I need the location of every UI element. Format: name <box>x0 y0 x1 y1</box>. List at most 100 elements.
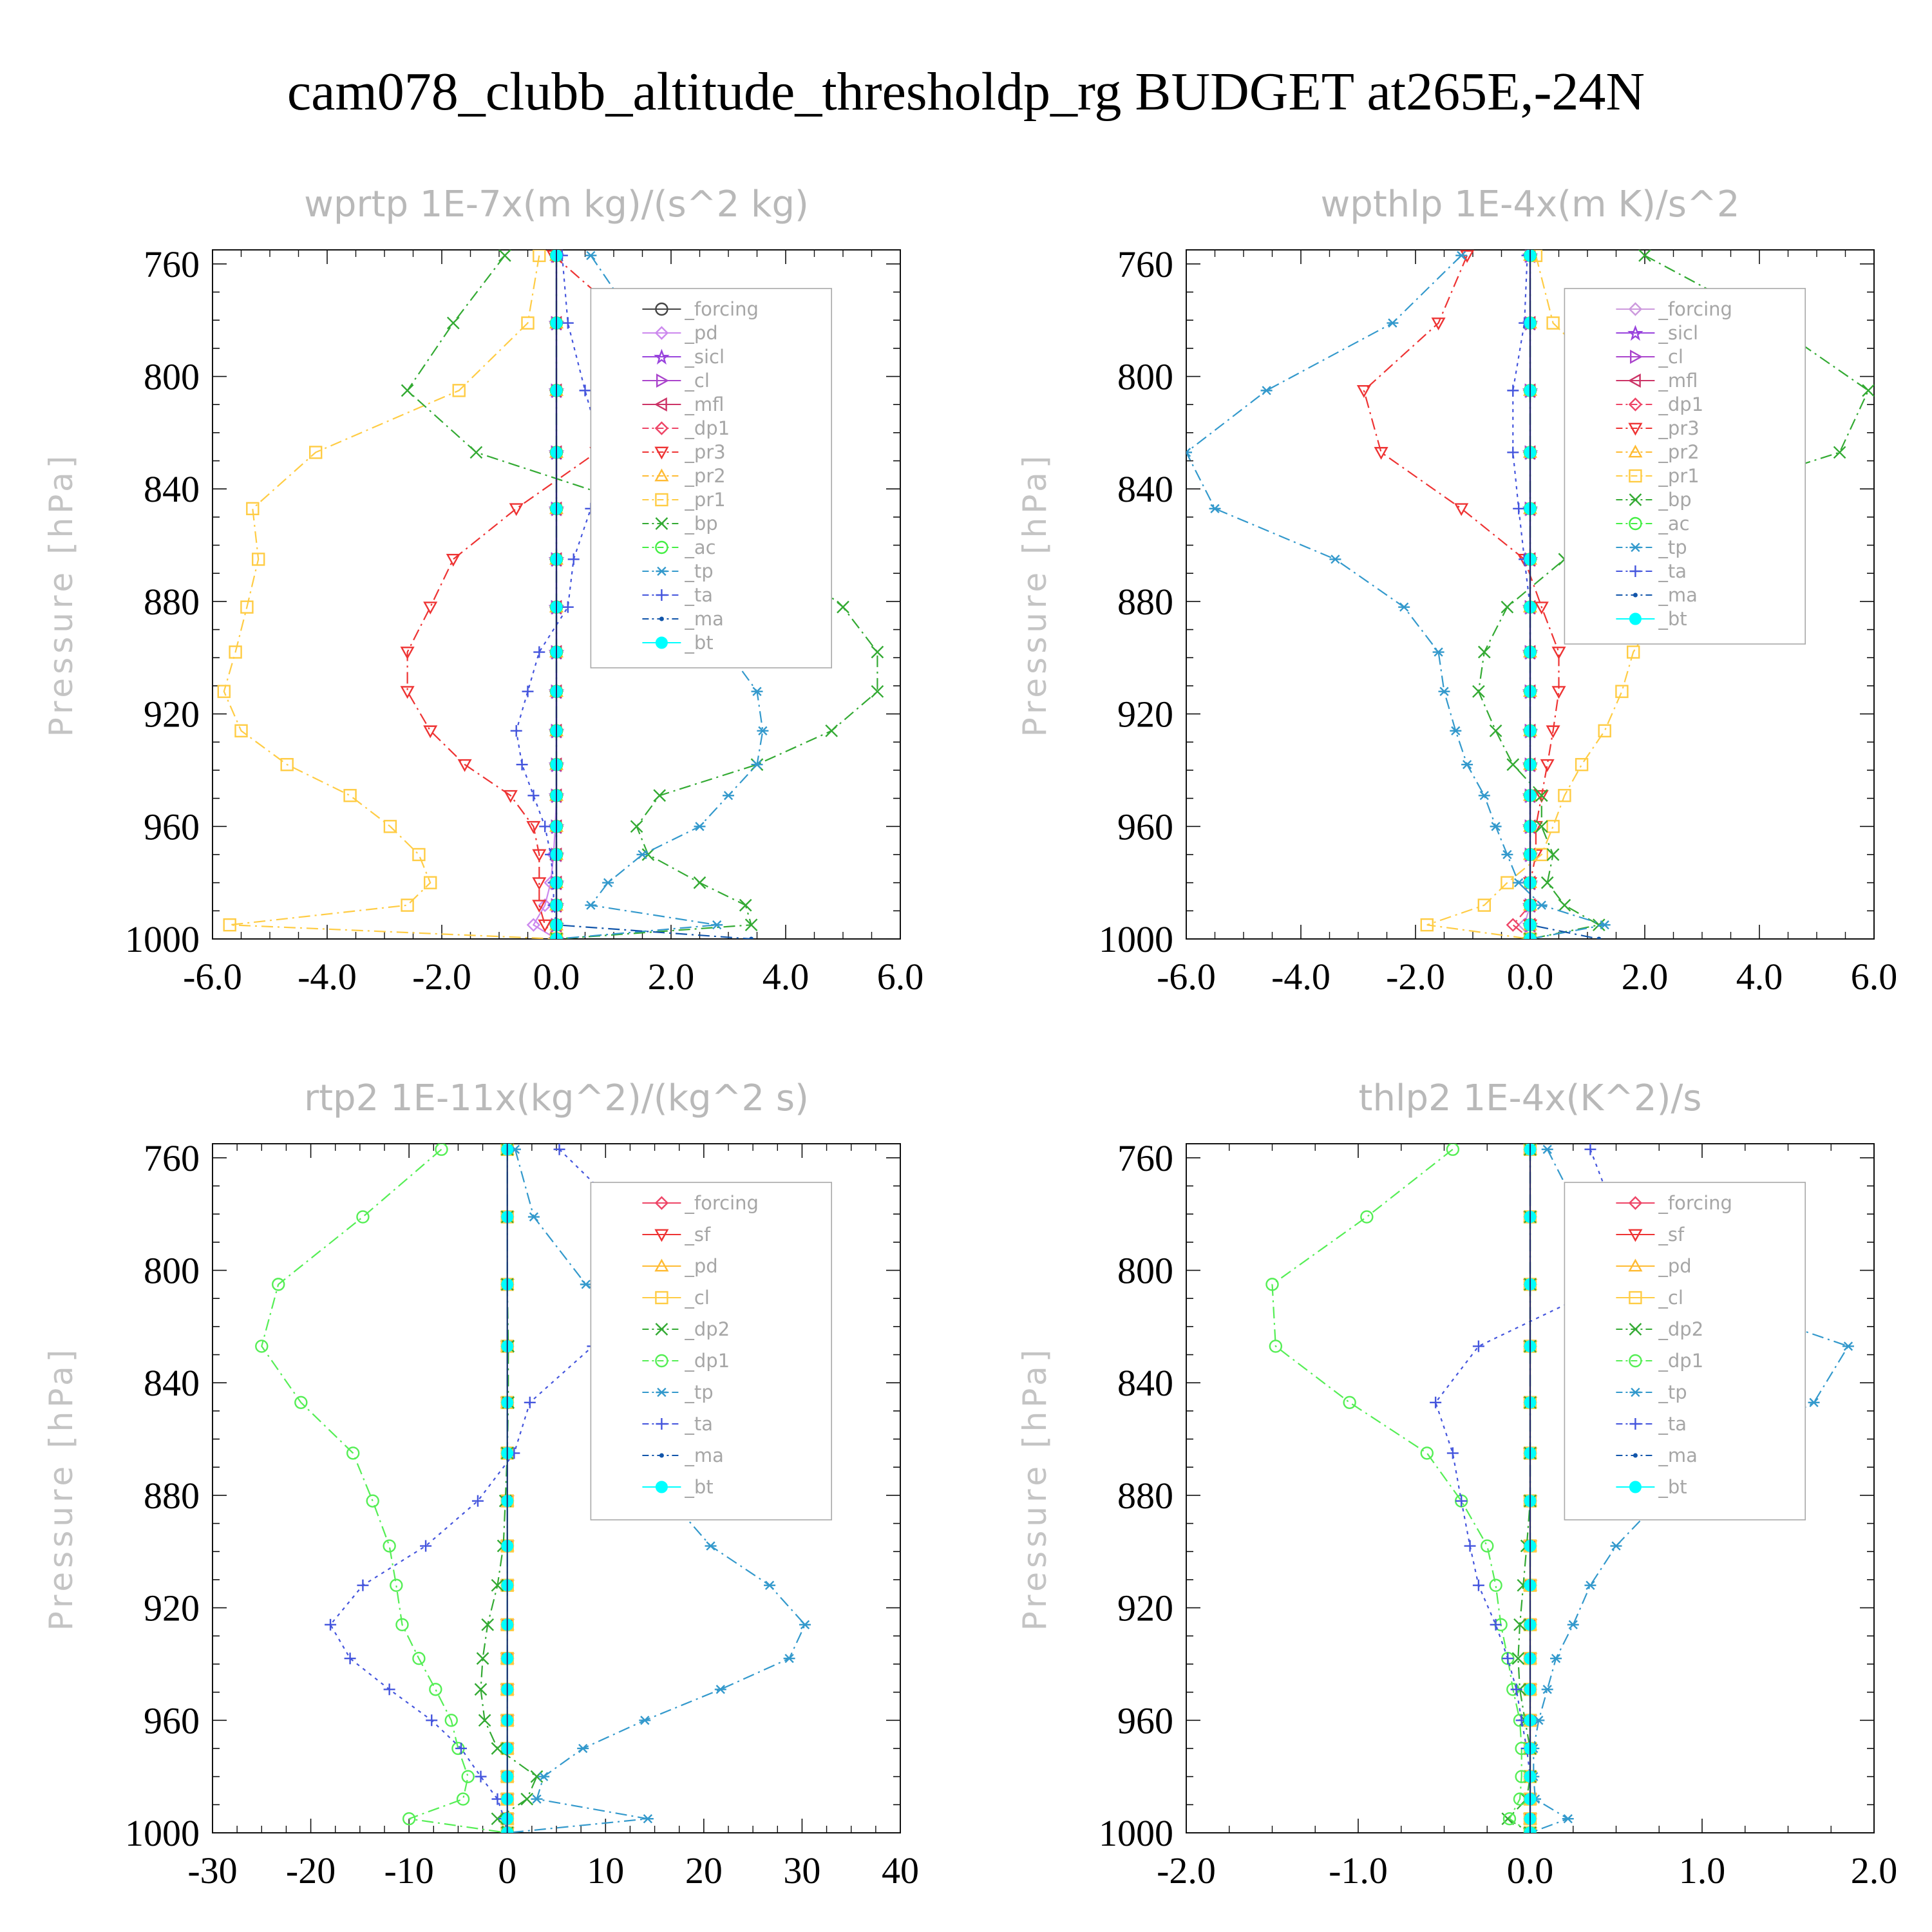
data-point-bp <box>446 316 460 330</box>
legend-marker-pd <box>654 326 669 340</box>
series-line-pr1 <box>223 255 557 939</box>
data-point-tp <box>1541 1685 1553 1694</box>
data-point-pr1 <box>1558 789 1571 802</box>
data-point-dp1 <box>461 1770 475 1783</box>
data-point-ta <box>357 1579 369 1591</box>
data-point-pr3 <box>400 647 415 660</box>
panels: wprtp 1E-7x(m kg)/(s^2 kg) Pressure [hPa]… <box>43 184 1897 1891</box>
legend-label-pd: _pd <box>684 322 717 344</box>
legend-label-pr1: _pr1 <box>1658 465 1699 487</box>
data-point-pr3 <box>1551 647 1566 660</box>
legend-marker-sicl <box>654 348 670 365</box>
figure-title: cam078_clubb_altitude_thresholdp_rg BUDG… <box>287 62 1645 122</box>
data-point-tp <box>757 726 769 735</box>
legend-box <box>1564 1182 1806 1520</box>
legend-marker-ma <box>659 1453 664 1458</box>
legend-label-dp2: _dp2 <box>1658 1318 1703 1340</box>
data-point-pr3 <box>1534 601 1549 615</box>
legend-label-ma: _ma <box>1658 1444 1698 1466</box>
legend-box <box>590 288 833 668</box>
data-point-tp <box>1490 822 1502 831</box>
legend-marker-dp1 <box>1628 397 1643 412</box>
legend-label-sicl: _sicl <box>1658 322 1698 344</box>
data-point-dp2 <box>491 1742 504 1755</box>
y-tick-label: 920 <box>1117 1587 1173 1629</box>
y-tick-label: 840 <box>1117 1362 1173 1404</box>
x-tick-label: 40 <box>882 1850 919 1891</box>
data-point-tp <box>1461 760 1473 770</box>
y-tick-label: 920 <box>144 1587 200 1629</box>
data-point-ta <box>1446 1447 1459 1459</box>
data-point-pr1 <box>521 316 535 330</box>
data-point-ta <box>1507 446 1519 459</box>
data-point-tp <box>1478 791 1490 800</box>
legend-label-ta: _ta <box>684 584 713 606</box>
data-point-bp <box>871 685 884 698</box>
legend-marker-mfl <box>1627 373 1641 388</box>
legend-marker-tp <box>656 1387 668 1397</box>
data-point-pd <box>526 918 541 932</box>
data-point-tp <box>531 1794 543 1804</box>
y-tick-label: 760 <box>144 1137 200 1179</box>
y-tick-label: 840 <box>144 1362 200 1404</box>
data-point-pr3 <box>509 503 524 516</box>
x-tick-label: -2.0 <box>1157 1850 1216 1891</box>
data-point-ta <box>455 1742 468 1754</box>
y-axis-label: Pressure [hPa] <box>43 452 80 737</box>
data-point-bp <box>1506 758 1520 772</box>
legend-label-ac: _ac <box>684 536 715 558</box>
x-tick-label: 2.0 <box>1622 956 1669 998</box>
data-point-pr3 <box>1540 759 1555 772</box>
legend-marker-sf <box>1628 1229 1643 1242</box>
legend-label-dp1: _dp1 <box>1658 393 1703 415</box>
data-point-tp <box>1842 1341 1854 1351</box>
data-point-bp <box>1540 876 1554 889</box>
data-point-pr3 <box>532 849 547 862</box>
data-point-tp <box>714 1685 726 1694</box>
y-tick-label: 960 <box>1117 806 1173 848</box>
legend-label-sf: _sf <box>684 1224 711 1245</box>
data-point-dp1 <box>272 1278 285 1291</box>
data-point-dp2 <box>1513 1618 1526 1631</box>
data-point-tp <box>1186 448 1192 457</box>
data-point-pr3 <box>1546 725 1560 739</box>
data-point-tp <box>1562 1814 1574 1824</box>
legend-marker-bt <box>1629 612 1642 625</box>
data-point-pr1 <box>1575 758 1589 772</box>
x-tick-label: -10 <box>384 1850 433 1891</box>
data-point-tp <box>1535 900 1548 910</box>
data-point-tp <box>1209 504 1221 513</box>
data-point-ta <box>567 553 580 565</box>
legend-marker-mfl <box>654 397 667 412</box>
chart-panel-3: rtp2 1E-11x(kg^2)/(kg^2 s) Pressure [hPa]… <box>43 1077 919 1891</box>
data-point-dp1 <box>1343 1396 1356 1409</box>
series-line-pr1 <box>1426 255 1738 939</box>
legend-marker-bt <box>655 1481 668 1493</box>
data-point-ta <box>1455 1495 1468 1507</box>
legend-marker-pr2 <box>1628 444 1643 458</box>
data-point-pr3 <box>457 759 472 772</box>
x-tick-label: -4.0 <box>298 956 357 998</box>
series-group <box>1265 1144 1854 1833</box>
legend-marker-dp1 <box>654 421 669 435</box>
legend-label-bt: _bt <box>684 632 713 654</box>
data-point-dp1 <box>412 1652 426 1665</box>
data-point-dp2 <box>476 1652 489 1665</box>
legend-label-cl: _cl <box>1658 1287 1683 1309</box>
data-point-dp1 <box>294 1396 308 1409</box>
data-point-tp <box>1455 251 1468 260</box>
y-axis-label: Pressure [hPa] <box>1016 452 1054 737</box>
series-line-dp1 <box>261 1148 507 1833</box>
y-tick-label: 800 <box>1117 356 1173 398</box>
x-tick-label: -2.0 <box>412 956 471 998</box>
x-tick-label: 4.0 <box>1736 956 1783 998</box>
series-group <box>1186 250 1874 939</box>
data-point-pr3 <box>503 790 518 803</box>
data-point-ma <box>749 936 754 939</box>
legend-marker-pr2 <box>654 468 669 482</box>
data-point-ta <box>527 790 540 802</box>
x-tick-label: 6.0 <box>1851 956 1898 998</box>
data-point-tp <box>1610 1541 1622 1551</box>
legend-label-ma: _ma <box>684 1444 724 1466</box>
data-point-dp1 <box>1269 1340 1283 1353</box>
